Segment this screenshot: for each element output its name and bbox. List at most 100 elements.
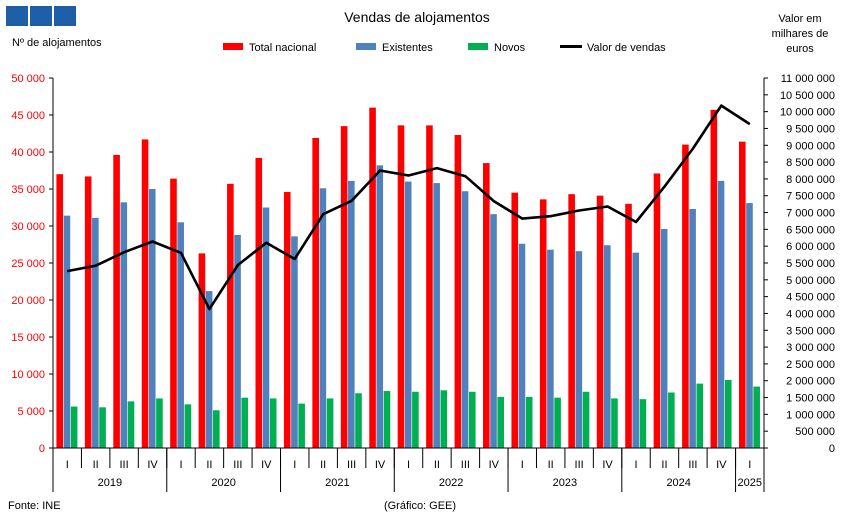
year-label: 2025: [738, 477, 762, 489]
bar-novos: [269, 398, 277, 448]
bar-existentes: [376, 165, 384, 448]
bar-existentes: [92, 217, 99, 448]
x-tick-label: III: [347, 459, 356, 471]
bar-existentes: [148, 189, 156, 448]
bar-total: [539, 199, 547, 448]
bar-existentes: [262, 207, 270, 448]
bar-existentes: [547, 249, 554, 448]
y-tick-label: 0: [39, 443, 45, 455]
bar-total: [340, 126, 348, 448]
x-tick-label: I: [66, 459, 69, 471]
chart-title: Vendas de alojamentos: [344, 9, 490, 25]
y2-tick-label: 8 500 000: [786, 157, 835, 169]
bar-novos: [753, 386, 760, 448]
bar-novos: [383, 391, 391, 448]
legend-label-existentes: Existentes: [382, 42, 433, 54]
source-note: Fonte: INE: [8, 500, 61, 512]
y2-tick-label: 4 000 000: [786, 308, 835, 320]
y2-tick-label: 7 500 000: [786, 191, 835, 203]
y-tick-label: 30 000: [11, 221, 45, 233]
x-tick-label: IV: [489, 459, 500, 471]
bar-existentes: [632, 252, 640, 448]
y2-tick-label: 7 000 000: [786, 208, 835, 220]
bar-novos: [326, 398, 334, 448]
y2-tick-label: 9 000 000: [786, 140, 835, 152]
bar-existentes: [575, 251, 583, 448]
x-tick-label: IV: [261, 459, 272, 471]
x-tick-label: I: [634, 459, 637, 471]
y2-tick-label: 5 500 000: [786, 258, 835, 270]
y2-tick-label: 1 500 000: [786, 393, 835, 405]
year-label: 2023: [553, 477, 577, 489]
y2-axis-label-line-1: Valor em: [778, 13, 821, 25]
bar-novos: [440, 390, 448, 448]
bar-novos: [184, 404, 192, 448]
bar-existentes: [490, 214, 497, 448]
bar-novos: [213, 410, 220, 448]
x-tick-label: IV: [147, 459, 158, 471]
legend: Total nacional Existentes Novos Valor de…: [223, 42, 666, 54]
year-label: 2022: [439, 477, 463, 489]
bar-total: [426, 125, 433, 449]
bar-existentes: [689, 208, 696, 448]
bar-novos: [412, 391, 419, 448]
legend-label-novos: Novos: [494, 42, 526, 54]
y2-axis-label-line-3: euros: [786, 43, 814, 55]
bar-total: [141, 139, 149, 449]
legend-swatch-total: [223, 43, 243, 50]
bar-novos: [724, 379, 732, 448]
bar-existentes: [120, 202, 128, 448]
bar-existentes: [319, 188, 327, 448]
plot-area: 0 5 000 10 000 15 000 20 000 25 000 30 000 35 0…: [11, 73, 835, 492]
logo-block-1: [6, 6, 28, 26]
y-tick-label: 40 000: [11, 147, 45, 159]
logo-block-3: [54, 6, 76, 26]
y-tick-label: 45 000: [11, 110, 45, 122]
bar-existentes: [205, 291, 213, 448]
line-valor-de-vendas: [66, 104, 751, 311]
y2-tick-label: 6 000 000: [786, 241, 835, 253]
year-label: 2024: [666, 477, 690, 489]
bar-novos: [70, 406, 78, 448]
x-tick-label: II: [434, 459, 440, 471]
legend-label-valor: Valor de vendas: [587, 42, 666, 54]
bar-total: [596, 195, 604, 448]
bar-novos: [611, 398, 618, 448]
x-tick-label: II: [206, 459, 212, 471]
x-tick-label: IV: [716, 459, 727, 471]
y-tick-label: 50 000: [11, 73, 45, 85]
bar-total: [738, 141, 746, 448]
bar-novos: [298, 403, 305, 448]
bar-existentes: [660, 228, 668, 448]
bar-total: [84, 176, 92, 449]
y-tick-label: 5 000: [17, 406, 45, 418]
x-tick-label: I: [748, 459, 751, 471]
bar-existentes: [291, 236, 298, 448]
x-tick-label: II: [320, 459, 326, 471]
x-tick-label: IV: [375, 459, 386, 471]
y2-tick-label: 10 500 000: [780, 90, 835, 102]
y-axis-label: Nº de alojamentos: [12, 37, 102, 49]
y-tick-label: 15 000: [11, 332, 45, 344]
bar-novos: [668, 392, 675, 448]
x-tick-label: IV: [602, 459, 613, 471]
y2-tick-label: 8 000 000: [786, 174, 835, 186]
bar-total: [710, 109, 718, 448]
y2-tick-label: 3 000 000: [786, 342, 835, 354]
bar-total: [369, 107, 376, 448]
bar-novos: [554, 397, 561, 448]
year-label: 2019: [98, 477, 122, 489]
bar-total: [312, 137, 319, 448]
bar-total: [227, 183, 234, 448]
bar-existentes: [603, 245, 611, 448]
bar-total: [113, 154, 120, 448]
credit-note: (Gráfico: GEE): [384, 500, 456, 512]
bar-novos: [639, 399, 647, 448]
bar-novos: [468, 391, 476, 448]
x-tick-label: I: [293, 459, 296, 471]
year-label: 2021: [325, 477, 349, 489]
bar-total: [454, 134, 462, 449]
bar-existentes: [234, 234, 241, 448]
x-tick-label: III: [233, 459, 242, 471]
